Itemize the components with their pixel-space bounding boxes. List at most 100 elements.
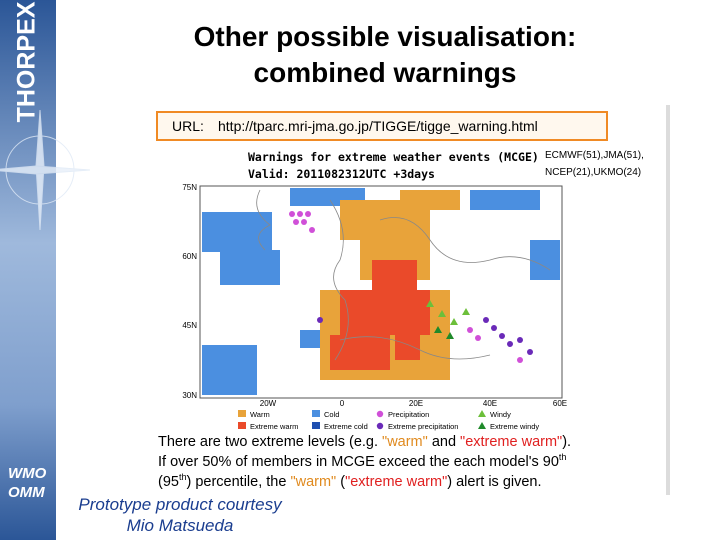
lat-label: 60N — [182, 252, 197, 261]
extreme-warm-area — [340, 290, 430, 335]
extreme-warm-areas — [330, 260, 430, 370]
credit-line: Prototype product courtesy — [78, 495, 282, 514]
legend-swatch — [238, 422, 246, 429]
xprecip-dot — [527, 349, 533, 355]
map-legend: Warm Cold Precipitation Windy Extreme warm Ex… — [238, 410, 539, 431]
legend-swatch — [312, 410, 320, 417]
caption-text: ) percentile, the — [186, 474, 291, 490]
coastline — [256, 189, 271, 251]
cold-area — [530, 240, 560, 280]
precip-dot — [305, 211, 311, 217]
precip-dot — [309, 227, 315, 233]
org-name: WMO — [8, 465, 47, 482]
cold-area — [470, 190, 540, 210]
map-title: Warnings for extreme weather events (MCG… — [248, 150, 539, 164]
map-models: ECMWF(51),JMA(51), — [545, 150, 644, 161]
caption-warm: "warm" — [382, 434, 428, 450]
cold-area — [202, 345, 257, 395]
legend-label: Windy — [490, 410, 511, 419]
caption-text: ) alert is given. — [447, 474, 542, 490]
precip-dot — [297, 211, 303, 217]
legend-label: Extreme warm — [250, 422, 298, 431]
windy-mark — [450, 318, 458, 325]
xprecip-dot — [491, 325, 497, 331]
credit: Prototype product courtesy Mio Matsueda — [60, 494, 300, 536]
legend-label: Cold — [324, 410, 339, 419]
caption-text: ( — [336, 474, 346, 490]
credit-line: Mio Matsueda — [126, 516, 234, 535]
lat-label: 75N — [182, 183, 197, 192]
map-models: NCEP(21),UKMO(24) — [545, 167, 641, 178]
caption-extreme-warm: "extreme warm" — [460, 434, 563, 450]
caption-text: There are two extreme levels (e.g. — [158, 434, 383, 450]
sidebar — [0, 0, 56, 540]
url-box — [156, 111, 608, 141]
coastline — [339, 336, 491, 360]
lon-label: 20E — [409, 399, 423, 408]
coastlines — [256, 189, 551, 361]
cold-area — [220, 250, 280, 285]
precip-dot — [293, 219, 299, 225]
lon-label: 40E — [483, 399, 497, 408]
org-name: OMM — [8, 484, 45, 501]
caption-text: (95 — [158, 474, 179, 490]
caption: There are two extreme levels (e.g. "warm… — [158, 432, 628, 492]
caption-text: ). — [562, 434, 572, 450]
legend-swatch — [312, 422, 320, 429]
caption-sup: th — [178, 472, 187, 483]
brand: THORPEX — [13, 1, 41, 122]
lat-labels: 75N 60N 45N 30N — [182, 183, 197, 400]
legend-swatch — [478, 422, 486, 429]
precip-dot — [301, 219, 307, 225]
precipitation-dots — [289, 211, 523, 363]
extreme-precipitation-dots — [317, 317, 533, 355]
coastline — [329, 199, 349, 361]
legend-label: Extreme cold — [324, 422, 368, 431]
legend-label: Extreme precipitation — [388, 422, 458, 431]
caption-text: If over 50% of members in MCGE exceed th… — [158, 454, 559, 470]
precip-dot — [475, 335, 481, 341]
lon-label: 20W — [260, 399, 277, 408]
cold-areas — [202, 188, 560, 395]
caption-warm: "warm" — [290, 474, 337, 490]
slide-title: combined warnings — [254, 57, 517, 88]
xwindy-mark — [446, 332, 454, 339]
url-label: URL: — [172, 118, 204, 134]
caption-line: There are two extreme levels (e.g. "warm… — [158, 432, 628, 452]
url: http://tparc.mri-jma.go.jp/TIGGE/tigge_w… — [218, 118, 538, 134]
windy-mark — [438, 310, 446, 317]
legend-swatch — [238, 410, 246, 417]
windy-mark — [426, 300, 434, 307]
legend-swatch — [478, 410, 486, 417]
cold-area — [300, 330, 325, 348]
lon-labels: 20W 0 20E 40E 60E — [260, 399, 567, 408]
compass-needle — [0, 165, 91, 175]
xprecip-dot — [507, 341, 513, 347]
xprecip-dot — [317, 317, 323, 323]
legend-label: Extreme windy — [490, 422, 539, 431]
caption-sup: th — [558, 452, 567, 463]
extreme-warm-area — [330, 335, 390, 370]
windy-mark — [462, 308, 470, 315]
caption-extreme-warm: "extreme warm" — [345, 474, 448, 490]
lat-label: 30N — [182, 391, 197, 400]
caption-line: (95th) percentile, the "warm" ("extreme … — [158, 472, 628, 492]
compass-logo — [0, 109, 91, 231]
lon-label: 60E — [553, 399, 567, 408]
extreme-warm-area — [372, 260, 417, 290]
map-valid: Valid: 2011082312UTC +3days — [248, 167, 435, 181]
caption-line: If over 50% of members in MCGE exceed th… — [158, 452, 628, 472]
precip-dot — [517, 357, 523, 363]
xwindy-mark — [434, 326, 442, 333]
legend-swatch — [376, 410, 384, 418]
slide-title: Other possible visualisation: — [194, 21, 577, 52]
windy-triangles — [426, 300, 470, 325]
map — [199, 185, 563, 399]
warm-area — [400, 190, 460, 210]
xprecip-dot — [499, 333, 505, 339]
precip-dot — [467, 327, 473, 333]
legend-label: Warm — [250, 410, 270, 419]
scroll-edge — [666, 105, 670, 495]
